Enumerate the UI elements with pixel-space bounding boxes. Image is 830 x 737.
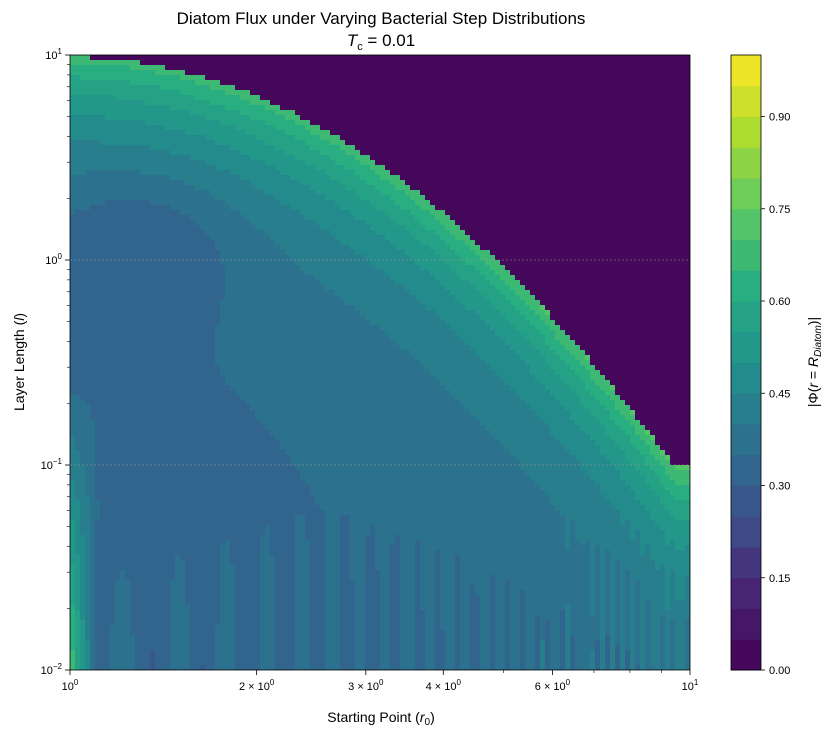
tick-label: 4 × 100 — [426, 678, 462, 693]
colorbar-segment — [731, 454, 761, 486]
colorbar-segment — [731, 301, 761, 333]
colorbar-tick-label: 0.30 — [769, 481, 790, 493]
colorbar-segment — [731, 577, 761, 609]
tick-label: 10−1 — [41, 457, 63, 472]
tick-label: 101 — [682, 678, 699, 693]
colorbar-segment — [731, 608, 761, 640]
colorbar-frame — [730, 54, 762, 671]
tick-label: 3 × 100 — [348, 678, 384, 693]
colorbar-tick-label: 0.45 — [769, 388, 790, 400]
colorbar-segment — [731, 485, 761, 517]
x-axis: 100 2 × 100 3 × 100 4 × 100 6 × 100 101 — [62, 670, 699, 693]
tick-label: 100 — [45, 252, 62, 267]
y-axis: 10−2 10−1 100 101 — [41, 47, 70, 677]
colorbar-segment — [731, 516, 761, 548]
colorbar-tick-label: 0.15 — [769, 573, 790, 585]
colorbar-segment — [731, 424, 761, 456]
heatmap-plot-area — [70, 55, 690, 670]
colorbar-tick-label: 0.00 — [769, 665, 790, 677]
tick-label: 100 — [62, 678, 79, 693]
colorbar: 0.00 0.15 0.30 0.45 0.60 0.75 0.90 — [730, 54, 790, 677]
colorbar-segment — [731, 239, 761, 271]
x-axis-label: Starting Point (r0) — [327, 709, 435, 728]
colorbar-tick-label: 0.75 — [769, 204, 790, 216]
tick-label: 101 — [45, 47, 62, 62]
colorbar-segment — [731, 639, 761, 671]
colorbar-tick-label: 0.60 — [769, 296, 790, 308]
colorbar-segment — [731, 393, 761, 425]
tick-label: 2 × 100 — [239, 678, 275, 693]
tick-label: 6 × 100 — [535, 678, 571, 693]
colorbar-tick-label: 0.90 — [769, 112, 790, 124]
colorbar-segment — [731, 116, 761, 148]
colorbar-segment — [731, 362, 761, 394]
plot-frame — [69, 54, 691, 671]
colorbar-segment — [731, 147, 761, 179]
chart-title: Diatom Flux under Varying Bacterial Step… — [177, 9, 586, 28]
colorbar-segment — [731, 331, 761, 363]
colorbar-segment — [731, 85, 761, 117]
tick-label: 10−2 — [41, 662, 63, 677]
y-axis-label: Layer Length (l) — [11, 313, 27, 411]
colorbar-segment — [731, 547, 761, 579]
colorbar-segment — [731, 270, 761, 302]
colorbar-segment — [731, 178, 761, 210]
grid-lines — [70, 259, 690, 466]
colorbar-label: |Φ(r = RDiatom)| — [805, 317, 824, 407]
colorbar-segment — [731, 208, 761, 240]
chart-subtitle: Tc = 0.01 — [347, 31, 415, 53]
colorbar-segment — [731, 55, 761, 87]
